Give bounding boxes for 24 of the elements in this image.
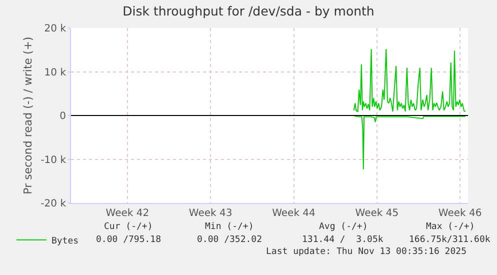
- chart-title: Disk throughput for /dev/sda - by month: [122, 4, 374, 19]
- x-tick-label: Week 45: [355, 208, 399, 219]
- text: Max (-/+): [426, 222, 475, 232]
- legend-label: Bytes: [51, 236, 79, 246]
- line-series: [353, 48, 466, 112]
- text: 131.44 / 3.05k: [302, 235, 384, 245]
- x-tick-label: Week 44: [272, 208, 316, 219]
- x-tick-label: Week 42: [106, 208, 150, 219]
- y-tick-label: 10 k: [44, 67, 66, 78]
- y-tick-label: -20 k: [40, 198, 66, 210]
- x-tick-label: Week 43: [188, 208, 232, 219]
- text: Last update: Thu Nov 13 00:35:16 2025: [266, 247, 466, 257]
- y-tick-label: -10 k: [40, 154, 66, 166]
- text: 166.75k/311.60k: [409, 235, 491, 245]
- text: Avg (-/+): [319, 222, 368, 232]
- text: 0.00 /352.02: [197, 235, 262, 245]
- y-tick-label: 20 k: [44, 24, 66, 34]
- text: 0.00 /795.18: [96, 235, 162, 245]
- line-series: [353, 115, 466, 170]
- y-tick-label: 0: [60, 111, 66, 122]
- text: Cur (-/+): [104, 222, 153, 232]
- x-tick-label: Week 46: [438, 208, 482, 219]
- y-axis-title: Pr second read (-) / write (+): [21, 36, 34, 194]
- text: Min (-/+): [205, 222, 254, 232]
